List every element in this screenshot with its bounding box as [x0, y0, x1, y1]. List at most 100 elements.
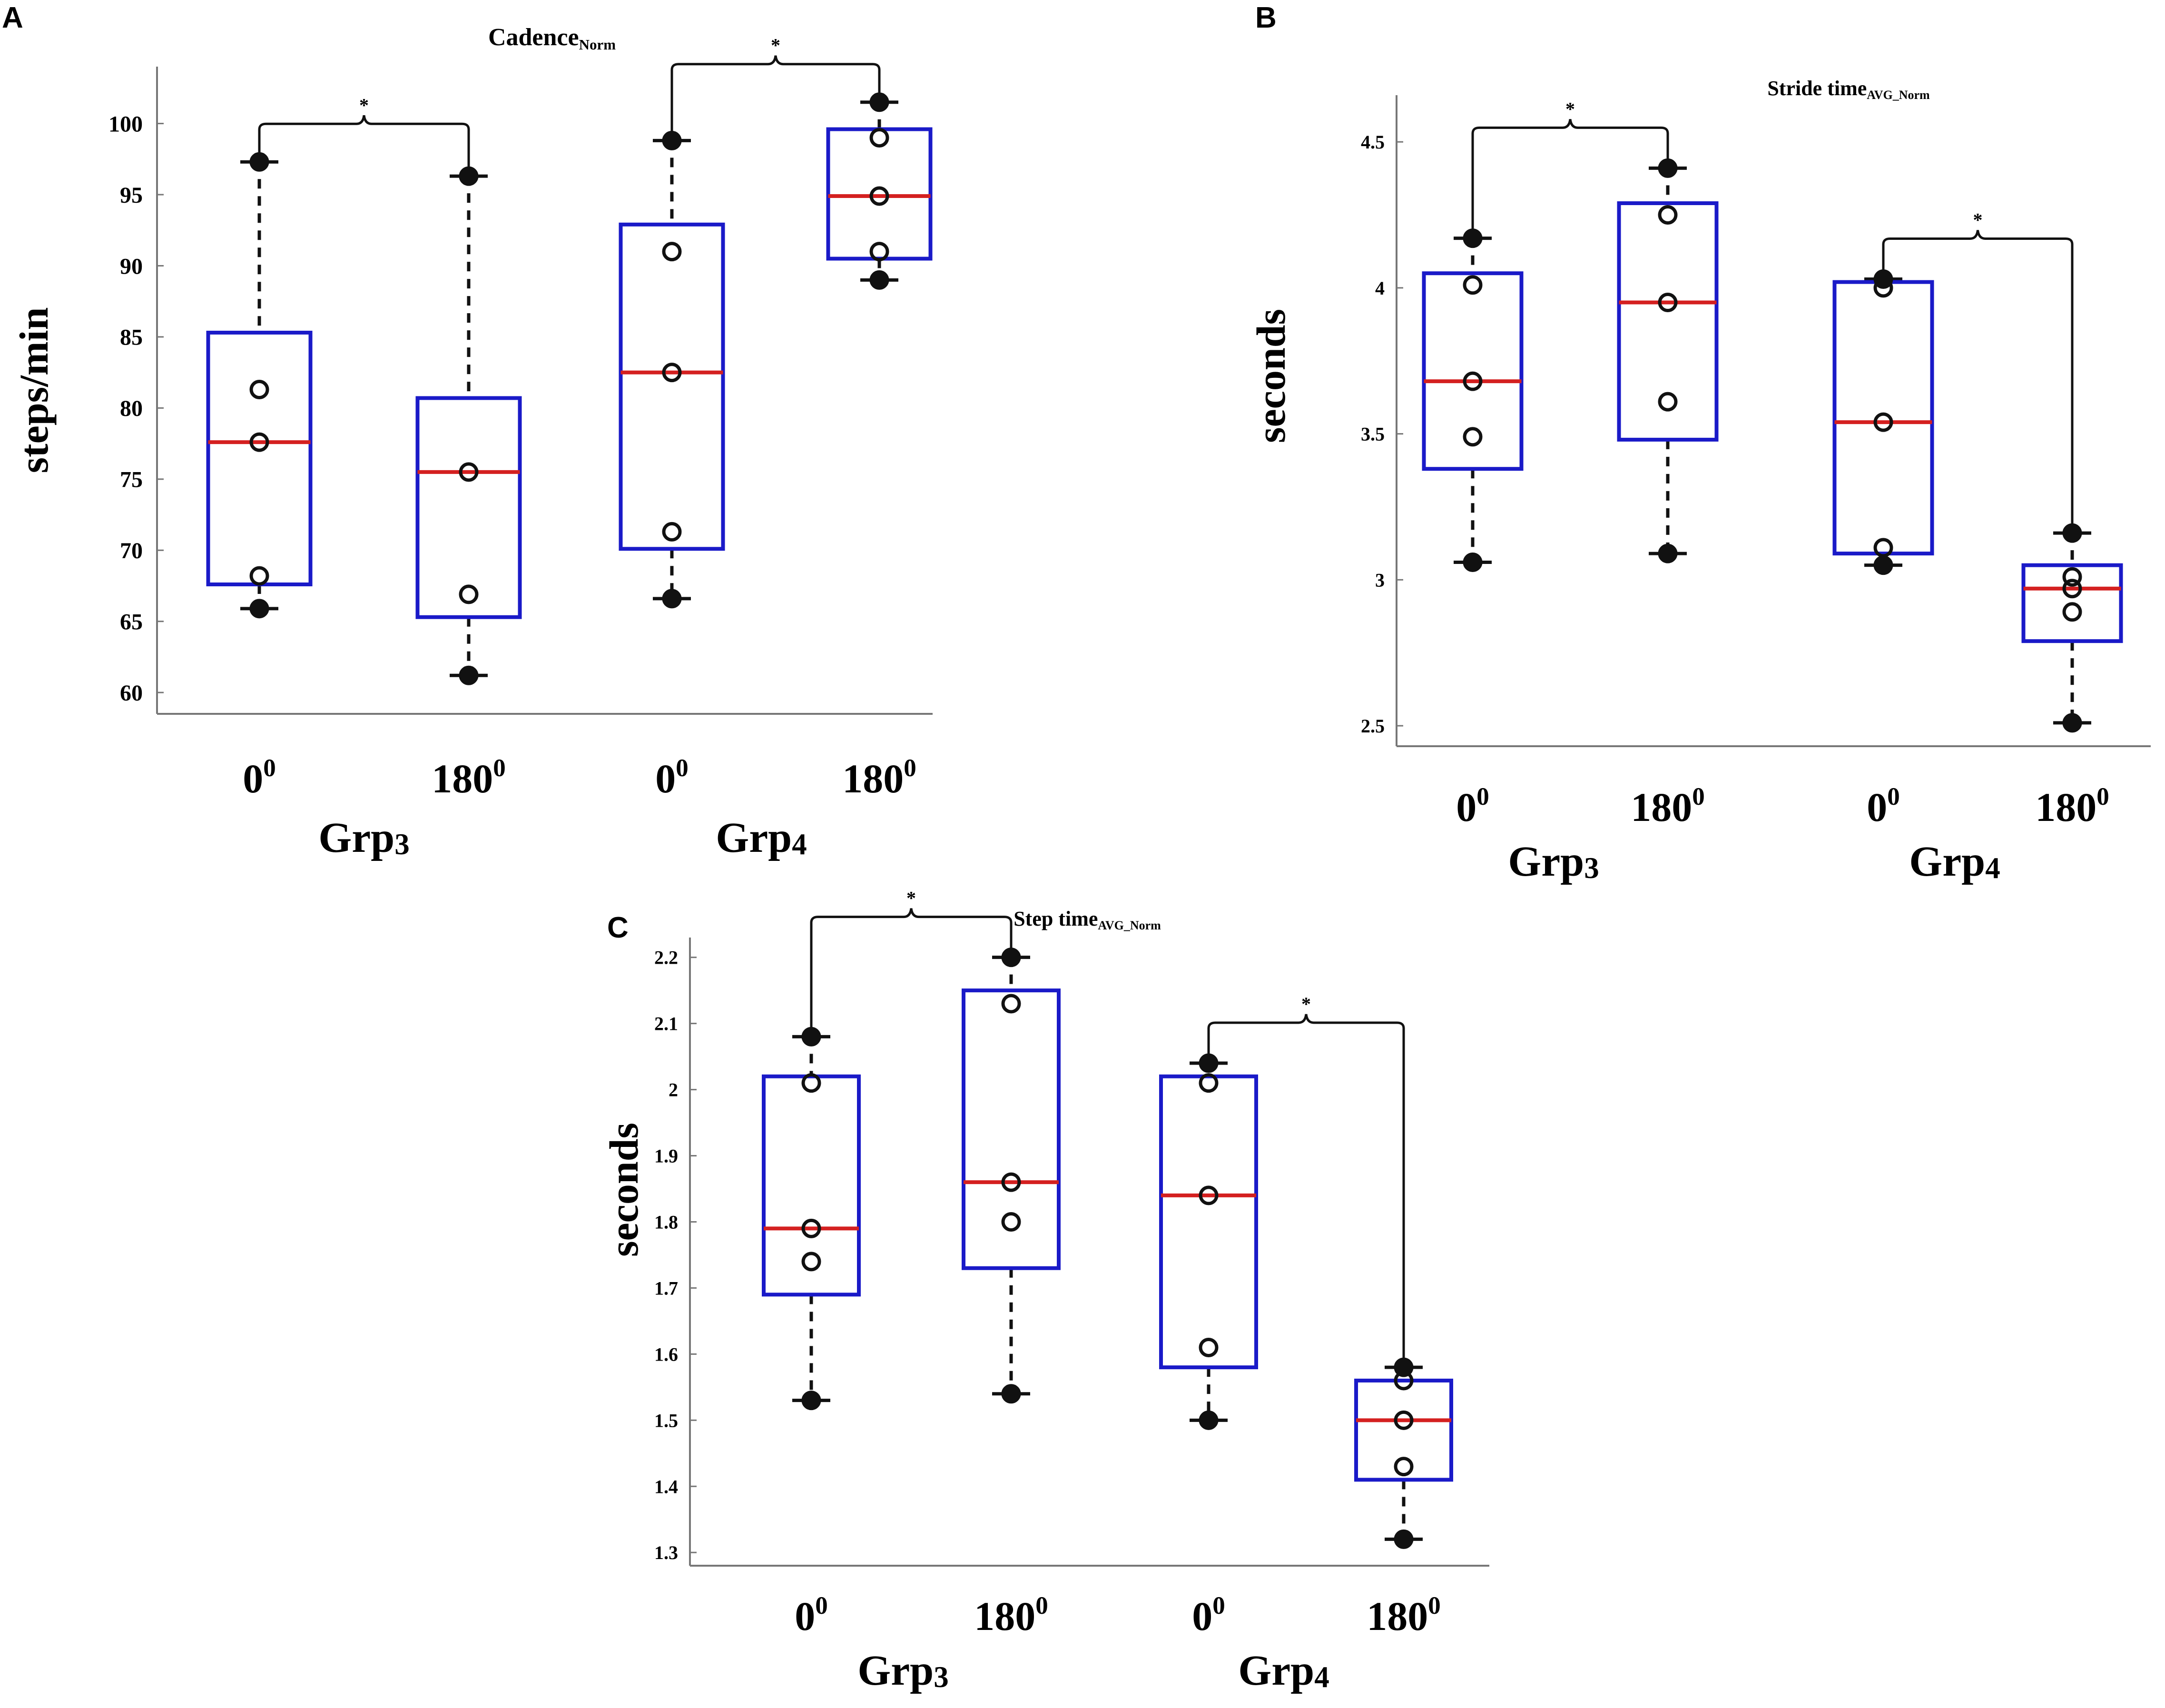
- box-3: [2021, 523, 2123, 733]
- box-0: [1422, 228, 1524, 573]
- data-point: [1658, 543, 1678, 563]
- group-label-main: Grp: [1238, 1647, 1314, 1694]
- group-label-main: Grp: [716, 814, 792, 861]
- chart-title-subscript: AVG_Norm: [1867, 88, 1930, 102]
- box-rect: [962, 988, 1061, 1270]
- significance-bracket: [670, 55, 881, 132]
- y-tick-label: 2.1: [654, 1013, 678, 1035]
- category-label: 1800: [432, 754, 506, 801]
- y-tick-label: 60: [120, 681, 143, 706]
- y-tick-label: 2.5: [1361, 715, 1385, 737]
- category-label-superscript: 0: [815, 1592, 828, 1619]
- data-point: [1001, 948, 1021, 968]
- data-point: [1463, 228, 1483, 248]
- data-point: [869, 270, 889, 290]
- group-label-main: Grp: [318, 814, 394, 861]
- data-point: [1658, 205, 1678, 225]
- y-tick-label: 95: [120, 183, 143, 208]
- data-point: [1658, 293, 1678, 313]
- box-3: [826, 92, 933, 290]
- y-tick-label: 85: [120, 325, 143, 350]
- y-tick-label: 3: [1375, 569, 1385, 591]
- data-point: [1463, 553, 1483, 573]
- data-point: [1394, 1529, 1414, 1549]
- box-rect: [1159, 1074, 1258, 1370]
- data-point: [459, 462, 479, 482]
- category-label: 1800: [842, 754, 916, 801]
- category-label-main: 180: [2035, 784, 2096, 830]
- chart-title-main: Stride time: [1767, 77, 1867, 100]
- significance-bracket: [810, 908, 1013, 1028]
- data-point: [2062, 713, 2082, 733]
- category-label-superscript: 0: [263, 754, 276, 782]
- category-label: 00: [1867, 783, 1900, 830]
- significance-star: *: [359, 94, 369, 116]
- data-point: [2062, 567, 2082, 587]
- chart-title: CadenceNorm: [488, 24, 616, 53]
- data-point: [801, 1252, 821, 1272]
- y-tick-label: 1.4: [654, 1476, 678, 1497]
- y-tick-label: 1.7: [654, 1277, 678, 1299]
- y-axis-label: seconds: [1248, 309, 1294, 443]
- significance-star: *: [1973, 209, 1983, 230]
- y-axis-label: seconds: [601, 1123, 647, 1257]
- box-1: [415, 166, 522, 685]
- significance-star: *: [1301, 993, 1311, 1015]
- box-rect: [206, 330, 313, 586]
- box-0: [206, 152, 313, 619]
- data-point: [1394, 1357, 1414, 1377]
- category-label: 00: [795, 1592, 828, 1639]
- group-label-subscript: 4: [792, 828, 807, 861]
- category-label: 00: [1192, 1592, 1225, 1639]
- panel-letter-c: C: [607, 911, 629, 944]
- group-label: Grp3: [857, 1647, 949, 1694]
- data-point: [869, 242, 889, 262]
- category-label-superscript: 0: [493, 754, 506, 782]
- y-tick-label: 70: [120, 538, 143, 563]
- panel-letter-a: A: [2, 1, 23, 34]
- category-label-main: 180: [842, 756, 904, 801]
- category-label: 1800: [1631, 783, 1705, 830]
- y-tick-label: 4: [1375, 277, 1385, 299]
- data-point: [801, 1391, 821, 1411]
- data-point: [1873, 555, 1893, 575]
- y-tick-label: 2.2: [654, 947, 678, 968]
- box-1: [962, 948, 1061, 1404]
- category-label-superscript: 0: [1428, 1592, 1441, 1619]
- significance-star: *: [1565, 98, 1575, 119]
- data-point: [662, 363, 682, 383]
- group-label-subscript: 3: [934, 1660, 949, 1694]
- y-tick-label: 65: [120, 610, 143, 635]
- y-tick-label: 2: [669, 1079, 678, 1101]
- y-tick-label: 80: [120, 396, 143, 421]
- box-rect: [1354, 1378, 1453, 1482]
- data-point: [1463, 275, 1483, 295]
- box-rect: [826, 127, 933, 261]
- y-tick-label: 3.5: [1361, 424, 1385, 445]
- y-axis-label: steps/min: [11, 307, 57, 474]
- data-point: [801, 1218, 821, 1238]
- box-rect: [762, 1074, 861, 1297]
- data-point: [459, 665, 479, 685]
- category-label-main: 0: [1867, 784, 1887, 830]
- group-label: Grp4: [1909, 838, 2000, 885]
- y-tick-label: 90: [120, 254, 143, 279]
- data-point: [1199, 1185, 1219, 1205]
- data-point: [249, 566, 269, 586]
- chart-title-subscript: AVG_Norm: [1098, 918, 1161, 932]
- y-tick-label: 100: [108, 111, 143, 137]
- data-point: [869, 186, 889, 206]
- category-label-main: 180: [1367, 1593, 1428, 1639]
- category-label: 1800: [974, 1592, 1048, 1639]
- chart-title-main: Cadence: [488, 24, 579, 51]
- significance-star: *: [771, 35, 780, 56]
- significance-bracket: [1207, 1014, 1405, 1359]
- category-label-superscript: 0: [904, 754, 916, 782]
- group-label-subscript: 4: [1314, 1660, 1329, 1694]
- significance-star: *: [906, 888, 916, 909]
- data-point: [1873, 538, 1893, 558]
- y-tick-label: 1.8: [654, 1211, 678, 1233]
- box-0: [762, 1027, 861, 1411]
- data-point: [869, 92, 889, 112]
